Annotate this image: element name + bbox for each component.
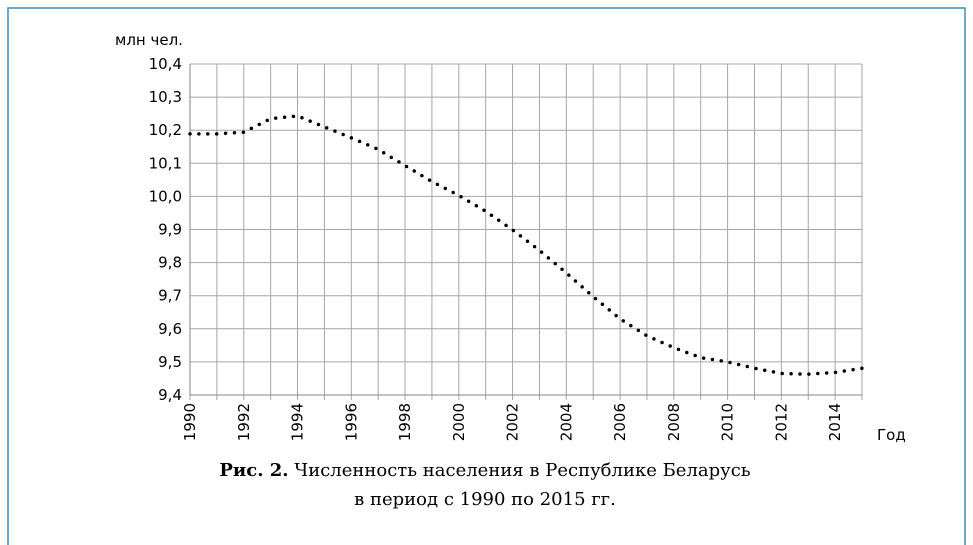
x-tick-label: 2000 — [450, 403, 468, 441]
y-tick-label: 9,6 — [158, 320, 182, 338]
data-line — [188, 114, 864, 376]
y-tick-label: 9,9 — [158, 221, 182, 239]
y-tick-label: 9,7 — [158, 287, 182, 305]
x-tick-label: 1990 — [181, 403, 199, 441]
x-tick-label: 2004 — [557, 403, 575, 441]
x-tick-label: 1994 — [289, 403, 307, 441]
frame — [7, 7, 966, 545]
x-tick-label: 2008 — [665, 403, 683, 441]
y-tick-label: 9,4 — [158, 386, 182, 404]
y-tick-label: 10,3 — [149, 88, 182, 106]
caption-line: в период с 1990 по 2015 гг. — [354, 489, 616, 510]
x-axis-label: Год — [877, 426, 906, 444]
x-tick-label: 1998 — [396, 403, 414, 441]
y-tick-label: 10,2 — [149, 121, 182, 139]
y-tick-label: 10,4 — [149, 55, 182, 73]
x-tick-label: 1992 — [235, 403, 253, 441]
caption: Рис. 2. Численность населения в Республи… — [219, 460, 750, 481]
y-tick-label: 9,8 — [158, 254, 182, 272]
x-tick-label: 2002 — [504, 403, 522, 441]
x-tick-label: 2010 — [719, 403, 737, 441]
caption-line: Численность населения в Республике Белар… — [294, 460, 751, 481]
y-tick-label: 9,5 — [158, 353, 182, 371]
x-tick-label: 2014 — [826, 403, 844, 441]
y-tick-label: 10,0 — [149, 187, 182, 205]
x-tick-label: 2006 — [611, 403, 629, 441]
x-tick-label: 2012 — [772, 403, 790, 441]
x-tick-label: 1996 — [342, 403, 360, 441]
y-axis-label: млн чел. — [115, 31, 183, 49]
caption-label: Рис. 2. — [219, 460, 288, 481]
y-tick-label: 10,1 — [149, 154, 182, 172]
